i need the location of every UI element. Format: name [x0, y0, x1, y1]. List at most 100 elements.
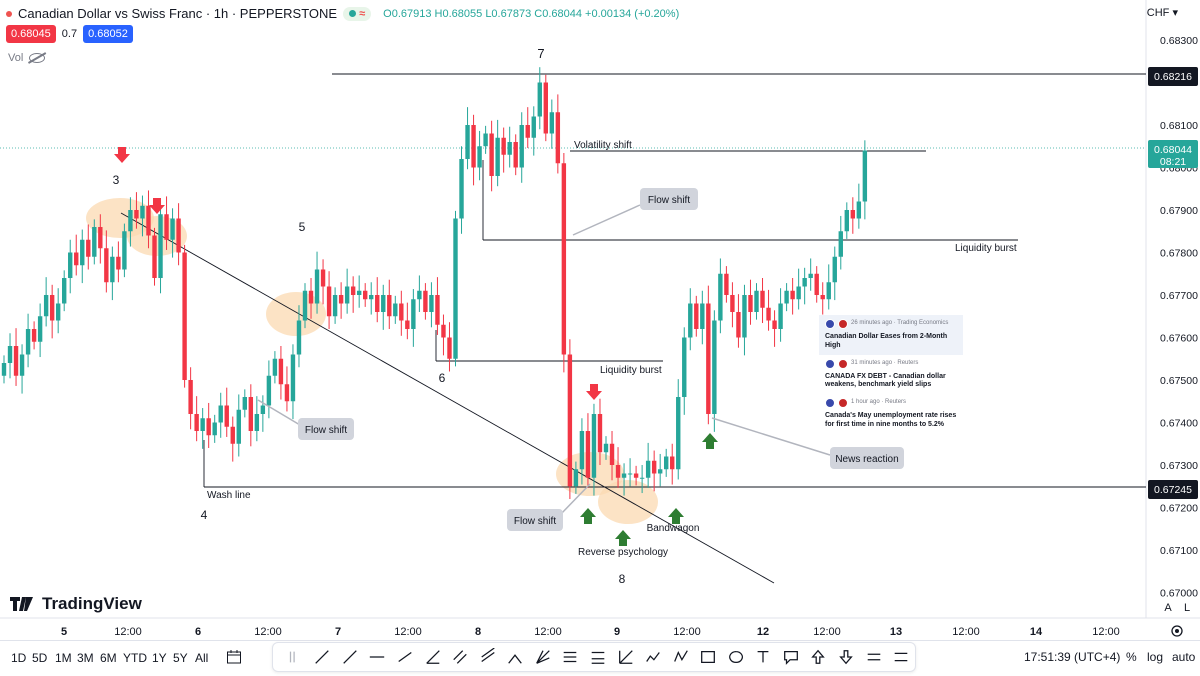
angle-tool-icon[interactable]	[419, 644, 447, 670]
candle	[621, 463, 627, 496]
horizontal-line-tool-icon[interactable]	[364, 644, 392, 670]
pattern-tool-icon[interactable]	[639, 644, 667, 670]
fib-channel-tool-icon[interactable]	[584, 644, 612, 670]
candle	[278, 346, 284, 400]
auto-toggle[interactable]: auto	[1172, 650, 1196, 664]
candle-body	[826, 282, 831, 300]
candle-body	[182, 252, 187, 380]
chart-annotation: 8	[619, 572, 626, 586]
price-label-value: 0.68216	[1154, 71, 1192, 83]
regression-tool-icon[interactable]	[474, 644, 502, 670]
x-tick-label: 12:00	[952, 626, 980, 638]
pitchfork-tool-icon[interactable]	[529, 644, 557, 670]
log-scale-toggle[interactable]: L	[1183, 602, 1191, 614]
candle-body	[218, 405, 223, 423]
candle	[639, 465, 645, 494]
timeframe-1y[interactable]: 1Y	[152, 651, 167, 665]
rectangle-tool-icon[interactable]	[694, 644, 722, 670]
arrow-up-tool-icon[interactable]	[805, 644, 833, 670]
currency-selector[interactable]: CHF ▾	[1147, 6, 1178, 19]
timeframe-1m[interactable]: 1M	[55, 651, 72, 665]
x-tick-label: 5	[61, 626, 67, 638]
date-range-icon[interactable]	[226, 649, 242, 665]
ray-tool-icon[interactable]	[336, 644, 364, 670]
percent-toggle[interactable]: %	[1126, 650, 1137, 664]
callout-box	[830, 447, 904, 469]
candle-body	[531, 116, 536, 138]
elliott-tool-icon[interactable]	[667, 644, 695, 670]
candle-body	[62, 278, 67, 304]
sell-arrow-icon	[114, 147, 130, 163]
parallel-channel-tool-icon[interactable]	[446, 644, 474, 670]
ask-button[interactable]: 0.68052	[83, 25, 133, 43]
candle	[453, 210, 458, 367]
buy-arrow-icon	[615, 530, 631, 546]
eye-hidden-icon[interactable]	[29, 53, 46, 63]
info-line-tool-icon[interactable]	[391, 644, 419, 670]
timeframe-all[interactable]: All	[195, 651, 209, 665]
text-tool-icon[interactable]	[750, 644, 778, 670]
candle	[700, 290, 705, 345]
measure-tool-glyph	[867, 653, 880, 661]
pattern-tool-glyph	[646, 652, 660, 662]
news-item[interactable]: 26 minutes ago · Trading Economics Canad…	[819, 315, 963, 355]
auto-scale-toggle[interactable]: A	[1164, 602, 1172, 614]
timeframe-ytd[interactable]: YTD	[123, 651, 147, 665]
gann-tool-icon[interactable]	[612, 644, 640, 670]
candle	[399, 290, 404, 336]
price-label-box	[1148, 140, 1198, 168]
clock[interactable]: 17:51:39 (UTC+4)	[1024, 650, 1121, 664]
open-value: O0.67913	[383, 7, 432, 20]
x-tick-label: 12:00	[254, 626, 282, 638]
log-toggle[interactable]: log	[1147, 650, 1164, 664]
candle	[796, 268, 801, 310]
timeframe-1d[interactable]: 1D	[11, 651, 27, 665]
gear-ring	[1171, 625, 1183, 637]
ellipse-tool-icon[interactable]	[722, 644, 750, 670]
flat-top-tool-icon[interactable]	[502, 644, 530, 670]
candle	[537, 67, 542, 130]
y-tick-label: 0.68300	[1160, 35, 1198, 47]
candle	[748, 279, 753, 325]
candle	[369, 282, 374, 315]
news-item[interactable]: 1 hour ago · Reuters Canada's May unempl…	[819, 394, 963, 434]
chart-annotation: Volatility shift	[574, 140, 632, 151]
candle	[417, 275, 422, 312]
tradingview-logo[interactable]: TradingView	[10, 594, 142, 614]
sell-arrow-icon	[586, 384, 602, 400]
timeframe-3m[interactable]: 3M	[77, 651, 94, 665]
timeframe-5y[interactable]: 5Y	[173, 651, 188, 665]
drag-handle-icon[interactable]	[281, 644, 309, 670]
candle	[350, 276, 356, 313]
candle-body	[597, 414, 603, 453]
candle-body	[459, 159, 464, 219]
trend-line-tool-icon[interactable]	[309, 644, 337, 670]
timeframe-5d[interactable]: 5D	[32, 651, 48, 665]
candle-body	[49, 295, 55, 321]
timeframe-6m[interactable]: 6M	[100, 651, 117, 665]
candle	[140, 195, 145, 237]
ruler-tool-icon[interactable]	[887, 644, 915, 670]
candle-body	[92, 227, 97, 257]
candle	[314, 251, 320, 314]
price-chart[interactable]: 0.67000 0.67100 0.67200 0.67300 0.67400 0.675…	[0, 0, 1200, 640]
candle	[519, 112, 524, 183]
news-item[interactable]: 31 minutes ago · Reuters CANADA FX DEBT …	[819, 355, 963, 395]
bid-button[interactable]: 0.68045	[6, 25, 56, 43]
symbol-header[interactable]: Canadian Dollar vs Swiss Franc · 1h · PE…	[6, 6, 679, 21]
candle-body	[170, 218, 175, 240]
measure-tool-icon[interactable]	[860, 644, 888, 670]
volume-legend[interactable]: Vol	[8, 52, 46, 64]
candle	[176, 203, 181, 266]
symbol-title[interactable]: Canadian Dollar vs Swiss Franc · 1h · PE…	[18, 6, 338, 21]
fib-channel-tool-glyph	[591, 651, 605, 664]
candle-body	[802, 278, 807, 287]
candle	[459, 146, 464, 234]
fib-tool-icon[interactable]	[557, 644, 585, 670]
us-flag-icon	[825, 319, 835, 329]
arrow-down-tool-icon[interactable]	[832, 644, 860, 670]
callout-tool-icon[interactable]	[777, 644, 805, 670]
axis-settings-icon[interactable]	[1171, 625, 1183, 637]
live-badge[interactable]: ≈	[343, 6, 372, 21]
candle	[712, 310, 717, 432]
